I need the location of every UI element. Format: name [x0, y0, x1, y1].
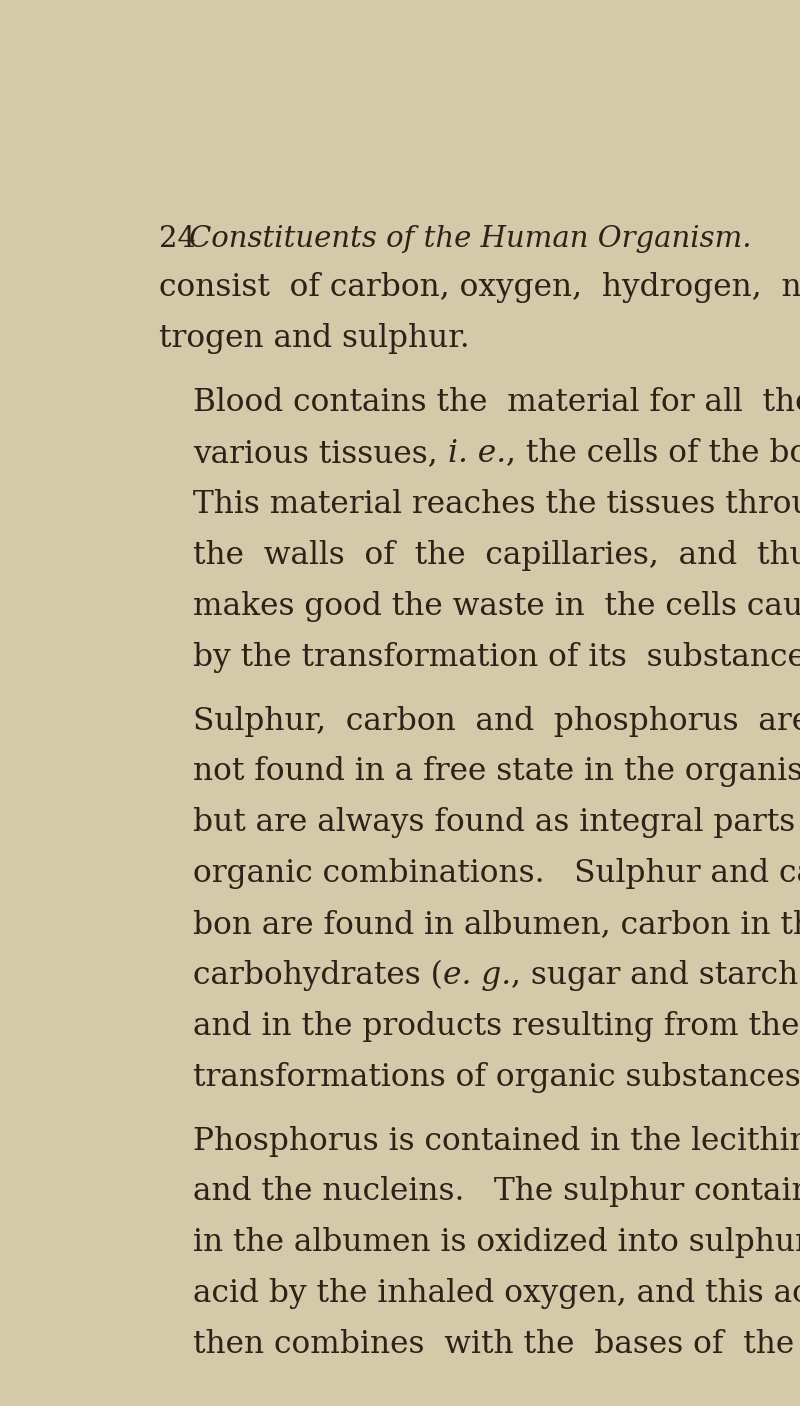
- Text: , sugar and starch): , sugar and starch): [511, 960, 800, 991]
- Text: in the albumen is oxidized into sulphuric: in the albumen is oxidized into sulphuri…: [193, 1227, 800, 1258]
- Text: various tissues,: various tissues,: [193, 439, 448, 470]
- Text: i. e.: i. e.: [448, 439, 506, 470]
- Text: organic combinations.   Sulphur and car-: organic combinations. Sulphur and car-: [193, 858, 800, 889]
- Text: consist  of carbon, oxygen,  hydrogen,  ni-: consist of carbon, oxygen, hydrogen, ni-: [159, 273, 800, 304]
- Text: 24: 24: [159, 225, 196, 253]
- Text: but are always found as integral parts of: but are always found as integral parts o…: [193, 807, 800, 838]
- Text: the  walls  of  the  capillaries,  and  thus: the walls of the capillaries, and thus: [193, 540, 800, 571]
- Text: not found in a free state in the organism,: not found in a free state in the organis…: [193, 756, 800, 787]
- Text: carbohydrates (: carbohydrates (: [193, 960, 443, 991]
- Text: and the nucleins.   The sulphur contained: and the nucleins. The sulphur contained: [193, 1177, 800, 1208]
- Text: Sulphur,  carbon  and  phosphorus  are: Sulphur, carbon and phosphorus are: [193, 706, 800, 737]
- Text: makes good the waste in  the cells caused: makes good the waste in the cells caused: [193, 591, 800, 621]
- Text: acid by the inhaled oxygen, and this acid: acid by the inhaled oxygen, and this aci…: [193, 1278, 800, 1309]
- Text: bon are found in albumen, carbon in the: bon are found in albumen, carbon in the: [193, 910, 800, 941]
- Text: Constituents of the Human Organism.: Constituents of the Human Organism.: [189, 225, 751, 253]
- Text: by the transformation of its  substances.: by the transformation of its substances.: [193, 641, 800, 672]
- Text: transformations of organic substances.: transformations of organic substances.: [193, 1062, 800, 1092]
- Text: trogen and sulphur.: trogen and sulphur.: [159, 323, 470, 354]
- Text: This material reaches the tissues through: This material reaches the tissues throug…: [193, 489, 800, 520]
- Text: then combines  with the  bases of  the car-: then combines with the bases of the car-: [193, 1329, 800, 1360]
- Text: , the cells of the body.: , the cells of the body.: [506, 439, 800, 470]
- Text: Phosphorus is contained in the lecithins: Phosphorus is contained in the lecithins: [193, 1126, 800, 1157]
- Text: and in the products resulting from the: and in the products resulting from the: [193, 1011, 799, 1042]
- Text: Blood contains the  material for all  the: Blood contains the material for all the: [193, 387, 800, 418]
- Text: e. g.: e. g.: [443, 960, 511, 991]
